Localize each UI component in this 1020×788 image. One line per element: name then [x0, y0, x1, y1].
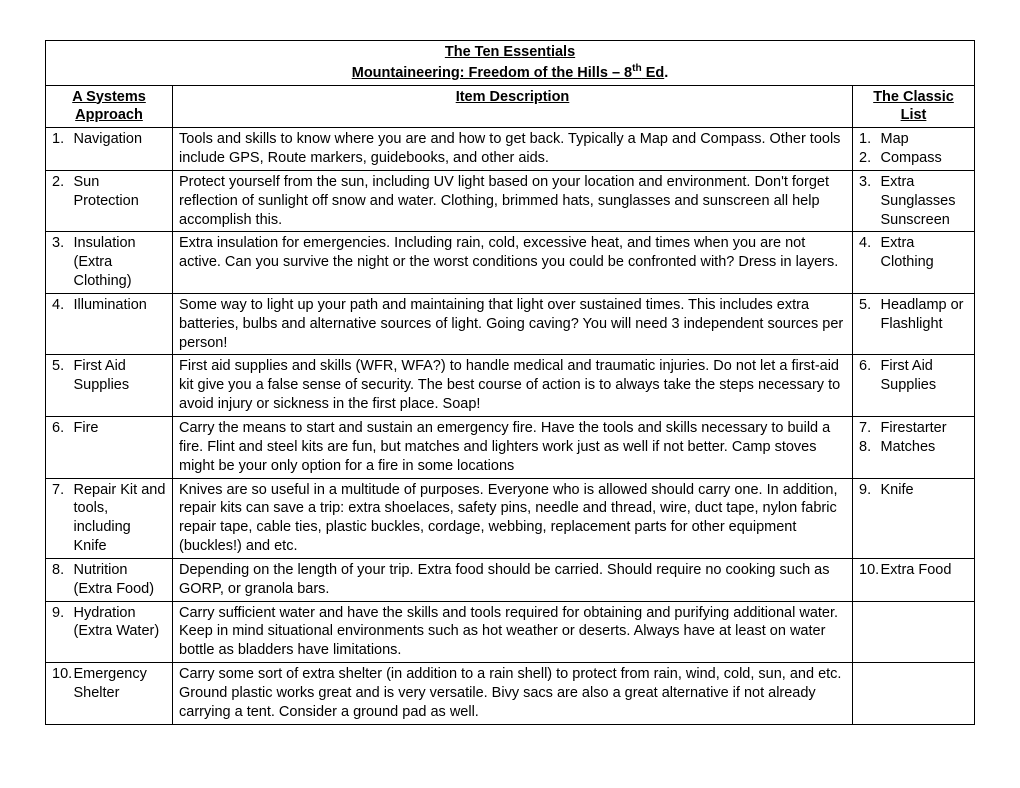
- row-number: 8.: [46, 558, 68, 601]
- title-line-1: The Ten Essentials: [445, 44, 575, 60]
- essentials-table: The Ten Essentials Mountaineering: Freed…: [45, 40, 975, 725]
- systems-approach-cell: Navigation: [68, 128, 173, 171]
- table-row: 4.IlluminationSome way to light up your …: [46, 293, 975, 355]
- classic-number-cell: 1.2.: [853, 128, 875, 171]
- classic-number-cell: 7.8.: [853, 417, 875, 479]
- description-cell: Protect yourself from the sun, including…: [173, 170, 853, 232]
- description-cell: Knives are so useful in a multitude of p…: [173, 478, 853, 558]
- classic-text-cell: MapCompass: [875, 128, 975, 171]
- classic-number-cell: [853, 663, 875, 725]
- classic-number-cell: 5.: [853, 293, 875, 355]
- table-row: 8.Nutrition (Extra Food)Depending on the…: [46, 558, 975, 601]
- systems-approach-cell: Insulation (Extra Clothing): [68, 232, 173, 294]
- header-description: Item Description: [173, 85, 853, 128]
- description-cell: Carry some sort of extra shelter (in add…: [173, 663, 853, 725]
- row-number: 5.: [46, 355, 68, 417]
- table-row: 5.First Aid SuppliesFirst aid supplies a…: [46, 355, 975, 417]
- classic-number-cell: 10.: [853, 558, 875, 601]
- classic-number-cell: 3.: [853, 170, 875, 232]
- description-cell: Carry the means to start and sustain an …: [173, 417, 853, 479]
- systems-approach-cell: Repair Kit and tools, including Knife: [68, 478, 173, 558]
- classic-number-cell: 4.: [853, 232, 875, 294]
- row-number: 10.: [46, 663, 68, 725]
- systems-approach-cell: Fire: [68, 417, 173, 479]
- row-number: 1.: [46, 128, 68, 171]
- classic-text-cell: Knife: [875, 478, 975, 558]
- row-number: 7.: [46, 478, 68, 558]
- table-title: The Ten Essentials Mountaineering: Freed…: [46, 41, 975, 86]
- classic-text-cell: First Aid Supplies: [875, 355, 975, 417]
- classic-text-cell: Headlamp or Flashlight: [875, 293, 975, 355]
- header-classic: The Classic List: [853, 85, 975, 128]
- description-cell: Carry sufficient water and have the skil…: [173, 601, 853, 663]
- table-row: 3.Insulation (Extra Clothing)Extra insul…: [46, 232, 975, 294]
- systems-approach-cell: Nutrition (Extra Food): [68, 558, 173, 601]
- description-cell: Depending on the length of your trip. Ex…: [173, 558, 853, 601]
- systems-approach-cell: Emergency Shelter: [68, 663, 173, 725]
- classic-number-cell: [853, 601, 875, 663]
- classic-text-cell: Extra Sunglasses Sunscreen: [875, 170, 975, 232]
- systems-approach-cell: Hydration (Extra Water): [68, 601, 173, 663]
- row-number: 2.: [46, 170, 68, 232]
- classic-text-cell: [875, 663, 975, 725]
- classic-text-cell: Extra Food: [875, 558, 975, 601]
- header-systems: A Systems Approach: [46, 85, 173, 128]
- systems-approach-cell: First Aid Supplies: [68, 355, 173, 417]
- classic-text-cell: Firestarter Matches: [875, 417, 975, 479]
- systems-approach-cell: Sun Protection: [68, 170, 173, 232]
- table-row: 9.Hydration (Extra Water)Carry sufficien…: [46, 601, 975, 663]
- title-line-2: Mountaineering: Freedom of the Hills – 8…: [352, 65, 665, 81]
- table-row: 1.NavigationTools and skills to know whe…: [46, 128, 975, 171]
- classic-text-cell: [875, 601, 975, 663]
- description-cell: First aid supplies and skills (WFR, WFA?…: [173, 355, 853, 417]
- table-row: 2.Sun ProtectionProtect yourself from th…: [46, 170, 975, 232]
- row-number: 4.: [46, 293, 68, 355]
- description-cell: Some way to light up your path and maint…: [173, 293, 853, 355]
- row-number: 9.: [46, 601, 68, 663]
- systems-approach-cell: Illumination: [68, 293, 173, 355]
- table-row: 6.FireCarry the means to start and susta…: [46, 417, 975, 479]
- classic-number-cell: 6.: [853, 355, 875, 417]
- row-number: 3.: [46, 232, 68, 294]
- classic-text-cell: Extra Clothing: [875, 232, 975, 294]
- row-number: 6.: [46, 417, 68, 479]
- description-cell: Tools and skills to know where you are a…: [173, 128, 853, 171]
- table-row: 10.Emergency ShelterCarry some sort of e…: [46, 663, 975, 725]
- table-row: 7.Repair Kit and tools, including KnifeK…: [46, 478, 975, 558]
- classic-number-cell: 9.: [853, 478, 875, 558]
- description-cell: Extra insulation for emergencies. Includ…: [173, 232, 853, 294]
